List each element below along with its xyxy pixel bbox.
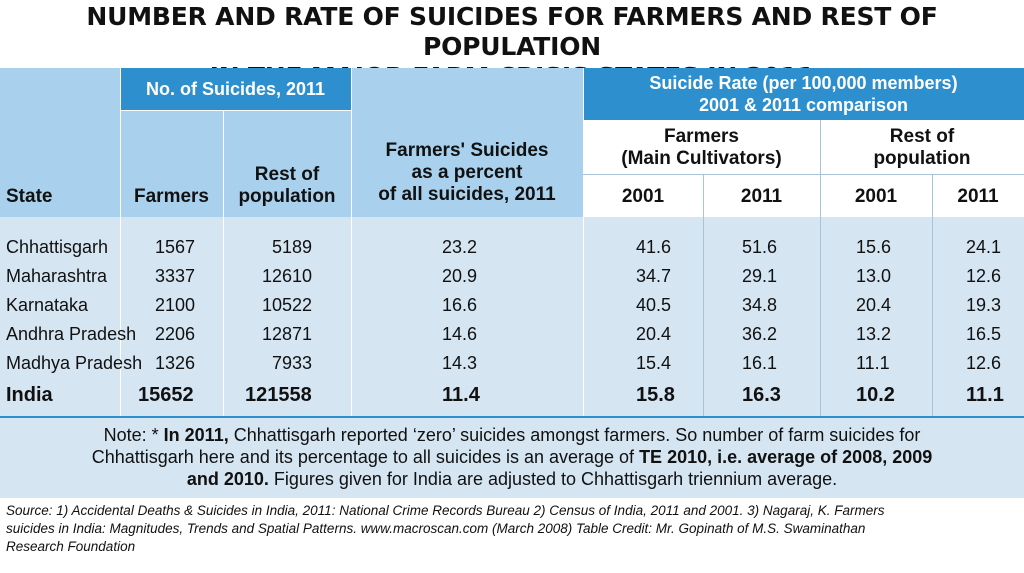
state-cell: Madhya Pradesh: [6, 353, 143, 373]
rate-farmers-2001-cell: 15.8: [636, 384, 675, 406]
state-header-cell: [0, 68, 120, 217]
rest-header-cell: [223, 110, 351, 217]
rest-header: Rest of population: [238, 164, 336, 207]
rate-rest-2011-cell: 12.6: [966, 266, 1002, 286]
rate-farmers-2011-cell: 16.3: [742, 384, 781, 406]
rest-cell: 121558: [245, 384, 312, 406]
pct-cell: 16.6: [442, 295, 478, 315]
rate-rest-2011-cell: 11.1: [966, 384, 1004, 406]
rate-rest-2011-cell: 24.1: [966, 237, 1002, 257]
table-row: Karnataka 2100 10522 16.6 40.5 34.8 20.4…: [0, 291, 1024, 319]
rate-farmers-2001-cell: 15.4: [636, 353, 672, 373]
rate-farmers-2011-cell: 36.2: [742, 324, 778, 344]
title-line-1: NUMBER AND RATE OF SUICIDES FOR FARMERS …: [86, 2, 938, 61]
table-row: Madhya Pradesh 1326 7933 14.3 15.4 16.1 …: [0, 349, 1024, 377]
pct-cell: 23.2: [442, 237, 478, 257]
rest-cell: 7933: [272, 353, 313, 373]
data-table: No. of Suicides, 2011 Suicide Rate (per …: [0, 68, 1024, 418]
state-cell: Chhattisgarh: [6, 237, 109, 257]
rate-rest-2001-cell: 20.4: [856, 295, 892, 315]
num-suicides-header: No. of Suicides, 2011: [120, 68, 351, 110]
pct-cell: 14.3: [442, 353, 478, 373]
rate-subheader-band: [583, 120, 1024, 217]
rate-farmers-2011-cell: 29.1: [742, 266, 778, 286]
grid-line: [120, 110, 351, 111]
grid-line: [932, 174, 933, 418]
farmers-cell: 3337: [155, 266, 196, 286]
source-line-2: suicides in India: Magnitudes, Trends an…: [6, 521, 866, 536]
table-row: Andhra Pradesh 2206 12871 14.6 20.4 36.2…: [0, 320, 1024, 348]
pct-cell: 11.4: [442, 384, 480, 406]
rate-rest-2001-cell: 11.1: [856, 353, 890, 373]
grid-line: [223, 110, 224, 418]
divider: [0, 416, 1024, 419]
rate-rest-2001-cell: 13.0: [856, 266, 892, 286]
grid-line: [583, 68, 584, 418]
farmers-cell: 1567: [155, 237, 196, 257]
year-2001-farmers: 2001: [621, 186, 665, 207]
note-line-2: Chhattisgarh here and its percentage to …: [91, 447, 933, 467]
rate-rest-2001-cell: 13.2: [856, 324, 892, 344]
grid-line: [820, 120, 821, 418]
rate-rest-2001-cell: 15.6: [856, 237, 892, 257]
source-credits: Source: 1) Accidental Deaths & Suicides …: [6, 502, 1016, 556]
source-line-3: Research Foundation: [6, 539, 136, 554]
source-line-1: Source: 1) Accidental Deaths & Suicides …: [6, 503, 885, 518]
rate-farmers-header: Farmers (Main Cultivators): [621, 126, 782, 169]
rest-cell: 12871: [262, 324, 313, 344]
farmers-cell: 15652: [138, 384, 194, 406]
state-cell: Maharashtra: [6, 266, 108, 286]
rate-rest-2001-cell: 10.2: [856, 384, 895, 406]
pct-header-cell: [351, 68, 583, 217]
table-note: Note: * In 2011, Chhattisgarh reported ‘…: [0, 418, 1024, 498]
rate-farmers-2011-cell: 34.8: [742, 295, 778, 315]
rate-farmers-2011-cell: 16.1: [742, 353, 778, 373]
rate-farmers-2001-cell: 34.7: [636, 266, 672, 286]
note-line-3: and 2010. Figures given for India are ad…: [186, 469, 838, 489]
total-row: India 15652 121558 11.4 15.8 16.3 10.2 1…: [0, 380, 1024, 408]
rate-rest-2011-cell: 19.3: [966, 295, 1002, 315]
rest-cell: 5189: [272, 237, 313, 257]
year-2011-rest: 2011: [957, 186, 999, 207]
year-2011-farmers: 2011: [740, 186, 783, 207]
year-2001-rest: 2001: [854, 186, 898, 207]
rate-farmers-2001-cell: 40.5: [636, 295, 672, 315]
table-row: Maharashtra 3337 12610 20.9 34.7 29.1 13…: [0, 262, 1024, 290]
grid-line: [351, 68, 352, 418]
grid-line: [583, 174, 1024, 175]
rate-header: Suicide Rate (per 100,000 members) 2001 …: [583, 68, 1024, 120]
state-cell: Karnataka: [6, 295, 89, 315]
farmers-header: Farmers: [134, 186, 209, 207]
table-row: Chhattisgarh 1567 5189 23.2 41.6 51.6 15…: [0, 233, 1024, 261]
rest-cell: 10522: [262, 295, 313, 315]
state-cell: India: [6, 384, 53, 406]
state-header: State: [6, 186, 53, 207]
rate-rest-2011-cell: 16.5: [966, 324, 1002, 344]
rate-farmers-2001-cell: 41.6: [636, 237, 672, 257]
rate-farmers-2011-cell: 51.6: [742, 237, 778, 257]
farmers-cell: 2100: [155, 295, 196, 315]
pct-cell: 14.6: [442, 324, 478, 344]
pct-cell: 20.9: [442, 266, 478, 286]
grid-line: [703, 174, 704, 418]
pct-header: Farmers' Suicides as a percent of all su…: [378, 140, 556, 205]
farmers-header-cell: [120, 110, 223, 217]
state-cell: Andhra Pradesh: [6, 324, 137, 344]
farmers-cell: 1326: [155, 353, 196, 373]
farmers-cell: 2206: [155, 324, 196, 344]
rate-rest-header: Rest of population: [873, 126, 971, 169]
grid-line: [120, 68, 121, 418]
rate-farmers-2001-cell: 20.4: [636, 324, 672, 344]
rest-cell: 12610: [262, 266, 313, 286]
note-line-1: Note: * In 2011, Chhattisgarh reported ‘…: [103, 425, 921, 445]
rate-rest-2011-cell: 12.6: [966, 353, 1002, 373]
